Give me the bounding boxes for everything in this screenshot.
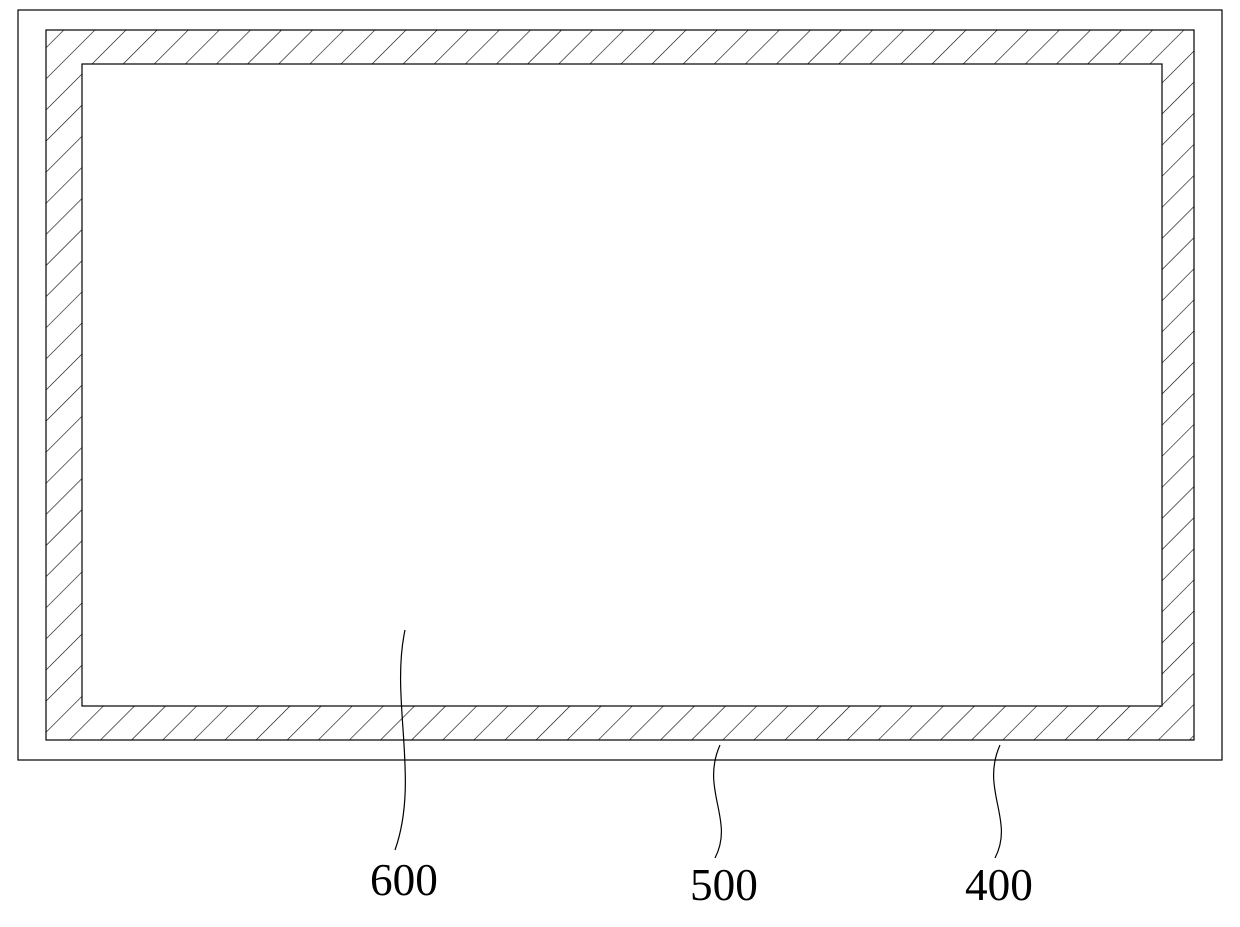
inner-rect-600 — [82, 64, 1162, 706]
leader-400 — [994, 745, 1002, 858]
label-500: 500 — [690, 860, 758, 910]
diagram-svg: 600 500 400 — [0, 0, 1240, 927]
label-600: 600 — [370, 855, 438, 905]
label-400: 400 — [965, 860, 1033, 910]
leader-500 — [714, 745, 722, 858]
